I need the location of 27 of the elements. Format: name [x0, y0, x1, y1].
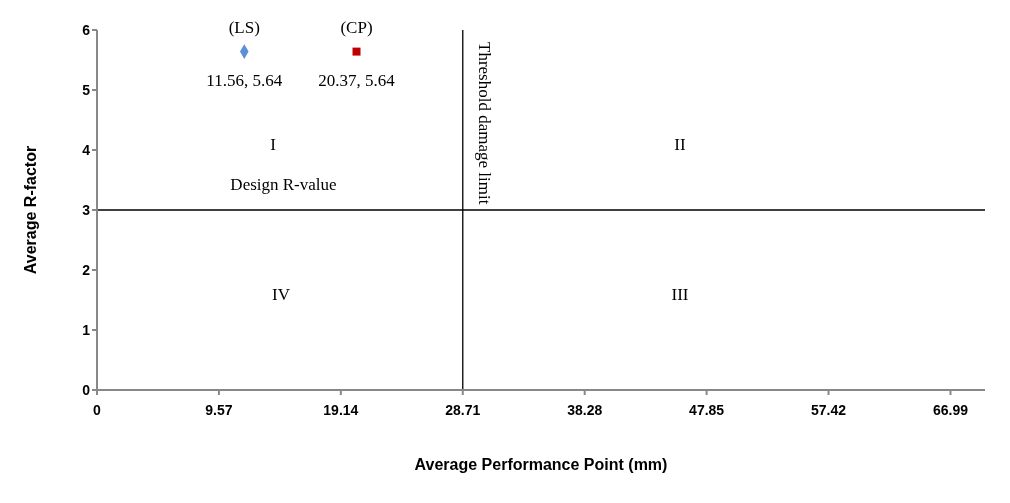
x-tick-label: 28.71 — [445, 401, 481, 418]
y-axis-title: Average R-factor — [21, 145, 39, 275]
x-tick-label: 66.99 — [932, 401, 969, 418]
x-axis-title: Average Performance Point (mm) — [414, 456, 668, 473]
x-tick-label: 47.85 — [689, 401, 725, 418]
data-label: 11.56, 5.64 — [206, 71, 283, 91]
x-tick-label: 19.14 — [323, 401, 359, 418]
x-tick-label: 9.57 — [205, 401, 233, 418]
annotation: I — [269, 135, 277, 155]
y-tick-label: 0 — [82, 381, 91, 398]
y-tick-label: 2 — [82, 261, 91, 278]
y-tick-label: 5 — [82, 81, 91, 98]
series-label: (LS) — [228, 18, 260, 38]
x-tick-label: 57.42 — [811, 401, 847, 418]
y-tick-label: 4 — [82, 141, 91, 158]
y-tick-label: 1 — [82, 321, 91, 338]
series-label: (CP) — [340, 18, 373, 38]
y-tick-label: 3 — [82, 201, 91, 218]
annotation: IV — [271, 285, 291, 305]
x-tick-label: 38.28 — [567, 401, 603, 418]
ref-line-label: Design R-value — [230, 175, 337, 194]
x-tick-label: 0 — [93, 401, 102, 418]
y-tick-label: 6 — [82, 21, 91, 38]
data-label: 20.37, 5.64 — [318, 71, 396, 91]
ref-line-label: Threshold damage limit — [474, 42, 494, 205]
annotation: III — [670, 285, 690, 305]
annotation: II — [673, 135, 687, 155]
